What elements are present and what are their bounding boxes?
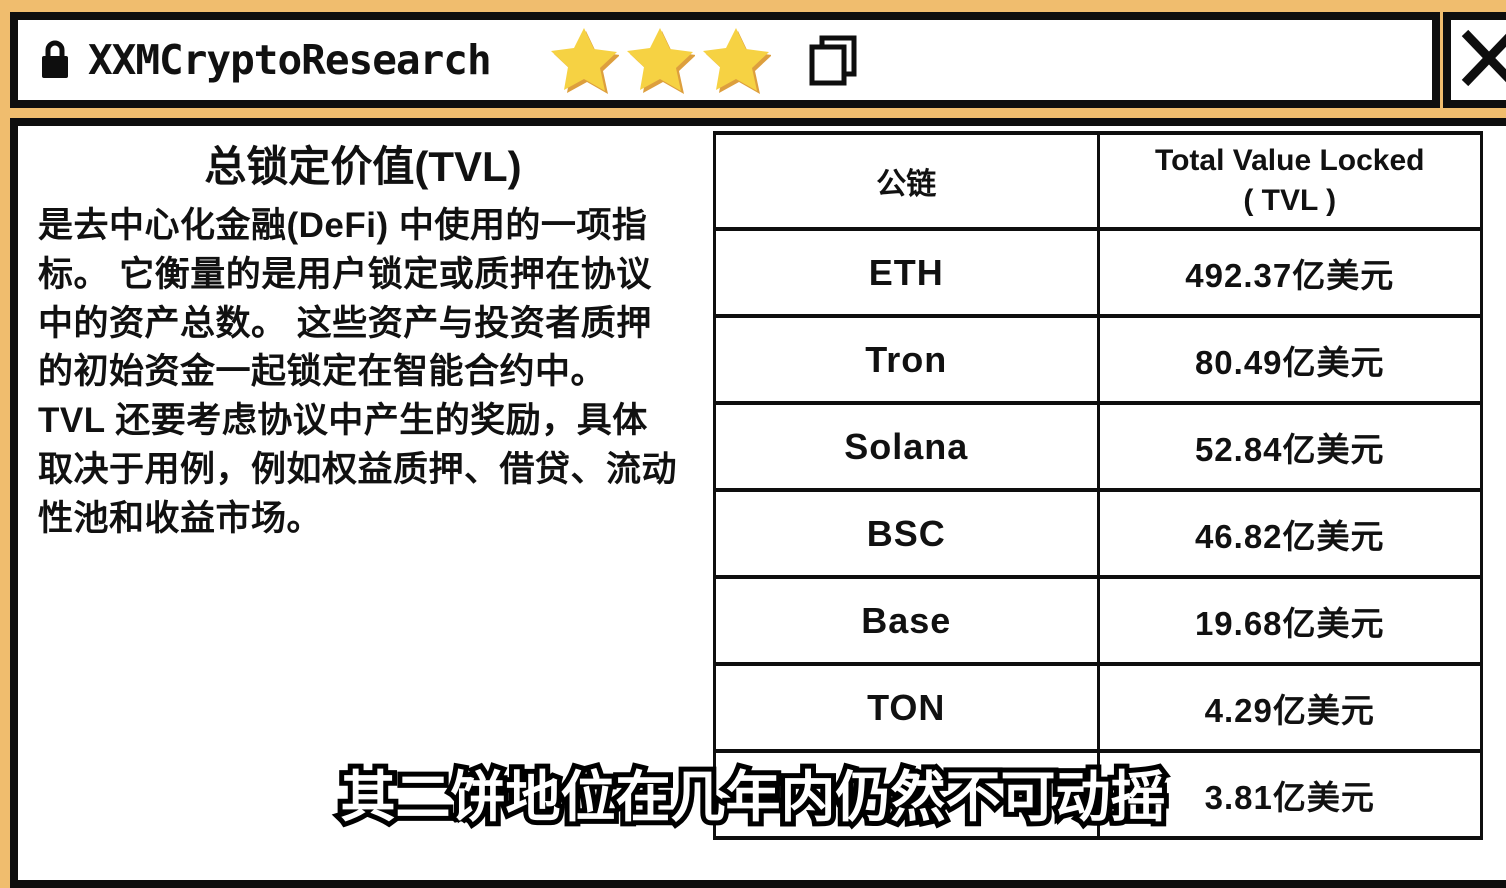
paragraph-line: 是去中心化金融(DeFi) 中使用的一项指 bbox=[38, 202, 677, 251]
table-row: Solana 52.84亿美元 bbox=[715, 403, 1482, 490]
rating-stars bbox=[549, 26, 771, 94]
table-row: ETH 492.37亿美元 bbox=[715, 229, 1482, 316]
chain-name: TON bbox=[715, 664, 1099, 751]
chain-name: Base bbox=[715, 577, 1099, 664]
lock-icon bbox=[40, 40, 70, 80]
tvl-value: 80.49亿美元 bbox=[1098, 316, 1482, 403]
tvl-value: 492.37亿美元 bbox=[1098, 229, 1482, 316]
paragraph-line: 取决于用例，例如权益质押、借贷、流动 bbox=[38, 446, 677, 495]
chain-name: ETH bbox=[715, 229, 1099, 316]
paragraph-line: 中的资产总数。 这些资产与投资者质押 bbox=[38, 300, 677, 349]
tvl-description: 是去中心化金融(DeFi) 中使用的一项指 标。 它衡量的是用户锁定或质押在协议… bbox=[38, 202, 677, 544]
tvl-value: 4.29亿美元 bbox=[1098, 664, 1482, 751]
close-icon bbox=[1459, 29, 1506, 92]
chain-name: Solana bbox=[715, 403, 1099, 490]
app-title: XXMCryptoResearch bbox=[88, 36, 491, 84]
column-header-tvl: Total Value Locked ( TVL ) bbox=[1098, 133, 1482, 229]
column-header-chain: 公链 bbox=[715, 133, 1099, 229]
tvl-value: 52.84亿美元 bbox=[1098, 403, 1482, 490]
page-title: 总锁定价值(TVL) bbox=[18, 133, 708, 194]
title-bar: XXMCryptoResearch bbox=[10, 12, 1440, 108]
copy-icon[interactable] bbox=[805, 34, 861, 86]
tvl-value: 46.82亿美元 bbox=[1098, 490, 1482, 577]
star-icon bbox=[549, 26, 619, 94]
chain-name: BSC bbox=[715, 490, 1099, 577]
star-icon bbox=[625, 26, 695, 94]
table-header-row: 公链 Total Value Locked ( TVL ) bbox=[715, 133, 1482, 229]
table-row: Tron 80.49亿美元 bbox=[715, 316, 1482, 403]
table-row: BSC 46.82亿美元 bbox=[715, 490, 1482, 577]
close-button[interactable] bbox=[1443, 12, 1506, 108]
paragraph-line: TVL 还要考虑协议中产生的奖励，具体 bbox=[38, 397, 677, 446]
star-icon bbox=[701, 26, 771, 94]
table-row: Base 19.68亿美元 bbox=[715, 577, 1482, 664]
paragraph-line: 的初始资金一起锁定在智能合约中。 bbox=[38, 348, 677, 397]
chain-name: Tron bbox=[715, 316, 1099, 403]
table-row: TON 4.29亿美元 bbox=[715, 664, 1482, 751]
tvl-value: 19.68亿美元 bbox=[1098, 577, 1482, 664]
tvl-table: 公链 Total Value Locked ( TVL ) ETH 492.37… bbox=[713, 131, 1483, 840]
paragraph-line: 性池和收益市场。 bbox=[38, 495, 677, 544]
video-subtitle: 其二饼地位在几年内仍然不可动摇 其二饼地位在几年内仍然不可动摇 bbox=[340, 752, 1165, 832]
paragraph-line: 标。 它衡量的是用户锁定或质押在协议 bbox=[38, 251, 677, 300]
